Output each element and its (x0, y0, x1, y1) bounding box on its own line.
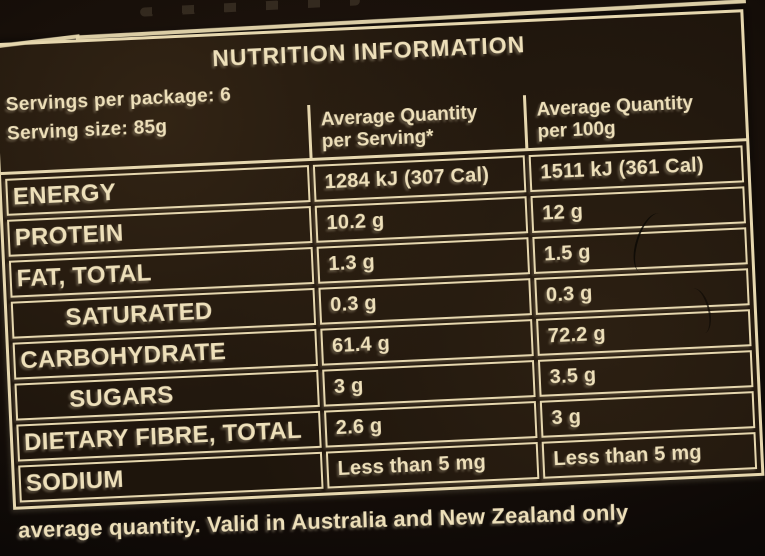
per-serving-value-cell: 1284 kJ (307 Cal) (312, 155, 527, 202)
servings-info: Servings per package: 6 Serving size: 85… (1, 70, 309, 172)
per-serving-value-cell: 61.4 g (320, 319, 534, 366)
per-serving-value-cell: 10.2 g (314, 196, 529, 243)
per-serving-value-cell: 0.3 g (318, 278, 532, 325)
column-header-per-serving: Average Quantity per Serving* (309, 60, 525, 158)
per-serving-value-cell: Less than 5 mg (325, 441, 540, 489)
per-100g-value-cell: 72.2 g (536, 309, 752, 356)
column-header-per-100g: Average Quantity per 100g (524, 50, 742, 148)
per-100g-value-cell: 0.3 g (534, 268, 750, 315)
per-100g-value-cell: 3.5 g (537, 350, 754, 397)
per-serving-value-cell: 2.6 g (324, 401, 538, 448)
per-100g-value-cell: 1511 kJ (361 Cal) (528, 145, 745, 193)
per-100g-value-cell: 12 g (530, 186, 746, 234)
nutrition-panel: NUTRITION INFORMATION Servings per packa… (0, 0, 765, 544)
per-100g-value-cell: Less than 5 mg (541, 432, 758, 479)
per-100g-value-cell: 3 g (539, 391, 756, 438)
nutrition-rows: ENERGY 1284 kJ (307 Cal) 1511 kJ (361 Cal)… (1, 141, 761, 506)
per-serving-value-cell: 1.3 g (316, 237, 531, 284)
per-serving-value-cell: 3 g (322, 360, 536, 407)
